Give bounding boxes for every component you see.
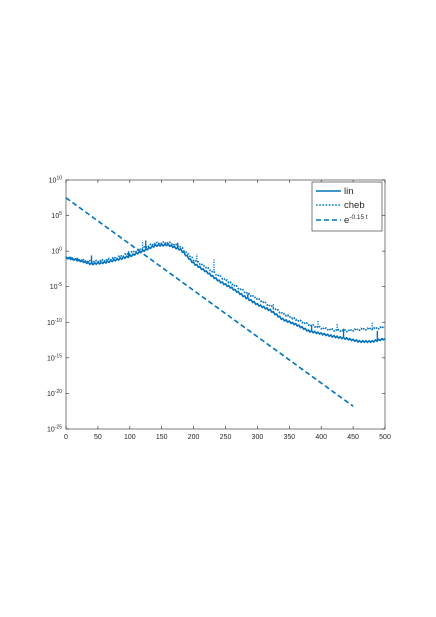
legend-exp-sup: -0.15 t [349,214,368,221]
y-tick-label: 100 [51,247,62,256]
x-tick-label: 500 [379,434,391,441]
legend-label-lin: lin [344,186,354,197]
x-tick-label: 250 [220,434,232,441]
y-tick-label: 105 [51,211,62,220]
y-tick-label: 1010 [49,176,63,185]
x-tick-label: 450 [347,434,359,441]
legend-label-exp: e-0.15 t [344,214,368,226]
x-tick-label: 50 [94,434,102,441]
series-lin-line [65,243,386,344]
series-cheb-line [65,241,386,333]
series-group [65,197,386,407]
series-e-0-15-t--line [65,197,354,407]
y-tick-label: 10-15 [47,353,62,362]
x-tick-label: 150 [156,434,168,441]
x-tick-label: 350 [283,434,295,441]
x-axis: 0 50 100 150 200 250 300 350 400 450 500 [64,180,391,441]
x-tick-label: 0 [64,434,68,441]
x-tick-label: 100 [124,434,136,441]
y-axis: 1010 105 100 10-5 10-10 10-15 10-20 10-25 [47,176,385,434]
legend-exp-base: e [344,215,349,226]
legend: lin cheb e-0.15 t [311,181,383,232]
y-tick-label: 10-10 [47,318,62,327]
x-tick-label: 400 [315,434,327,441]
y-tick-label: 10-5 [50,282,62,291]
y-tick-label: 10-25 [47,425,62,434]
x-tick-label: 300 [252,434,264,441]
x-tick-label: 200 [188,434,200,441]
y-tick-label: 10-20 [47,389,62,398]
legend-box [311,181,383,232]
legend-label-cheb: cheb [344,200,365,211]
